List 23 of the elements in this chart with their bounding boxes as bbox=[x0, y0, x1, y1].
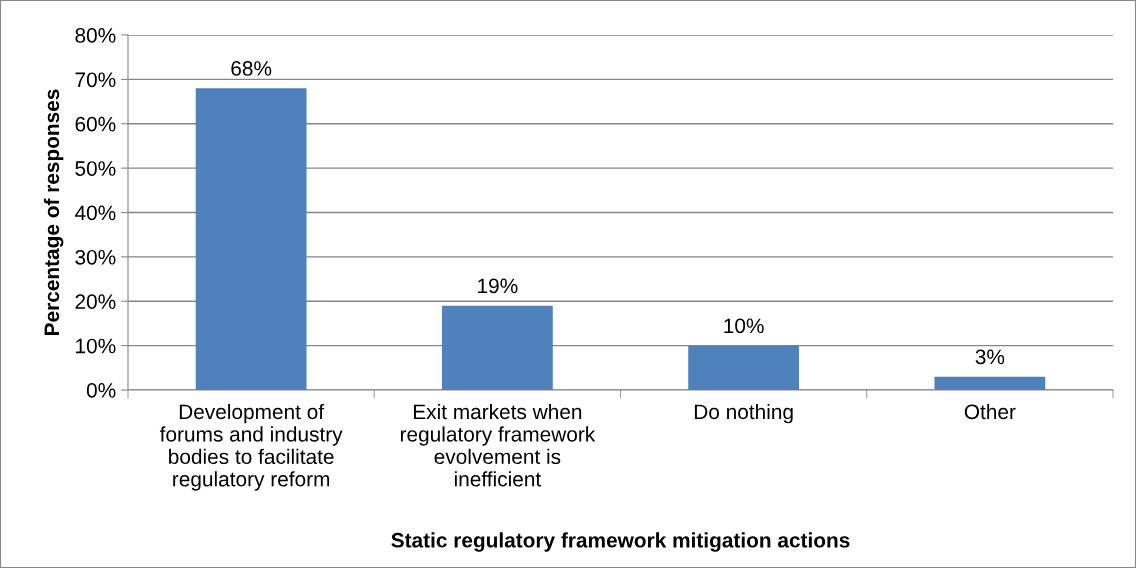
y-tick-label: 50% bbox=[75, 161, 116, 176]
y-tick-label: 60% bbox=[75, 116, 116, 132]
x-axis-title: Static regulatory framework mitigation actions bbox=[391, 532, 850, 552]
bar bbox=[688, 345, 800, 390]
x-tick-label: Do nothing bbox=[694, 403, 793, 424]
data-label: 10% bbox=[724, 318, 764, 334]
y-tick-label: 40% bbox=[74, 205, 116, 221]
y-tick-label: 0% bbox=[86, 383, 116, 398]
y-tick-label: 80% bbox=[75, 28, 116, 43]
data-label: 68% bbox=[231, 61, 272, 76]
data-label: 3% bbox=[975, 349, 1005, 365]
x-tick-label: Development of forums and industry bodies to facilitate regulatory reform bbox=[159, 403, 343, 491]
x-tick-label: Other bbox=[964, 403, 1016, 420]
y-tick-label: 70% bbox=[75, 72, 116, 88]
x-tick-label: Exit markets when regulatory framework evolvement is inefficient bbox=[400, 403, 596, 487]
bar bbox=[441, 305, 553, 390]
y-tick-label: 20% bbox=[75, 294, 116, 309]
bar bbox=[934, 376, 1046, 390]
y-tick-label: 30% bbox=[75, 249, 116, 265]
y-tick-label: 10% bbox=[76, 338, 116, 354]
bar bbox=[195, 88, 307, 390]
data-label: 19% bbox=[478, 278, 518, 294]
y-axis-title: Percentage of responses bbox=[43, 89, 64, 335]
